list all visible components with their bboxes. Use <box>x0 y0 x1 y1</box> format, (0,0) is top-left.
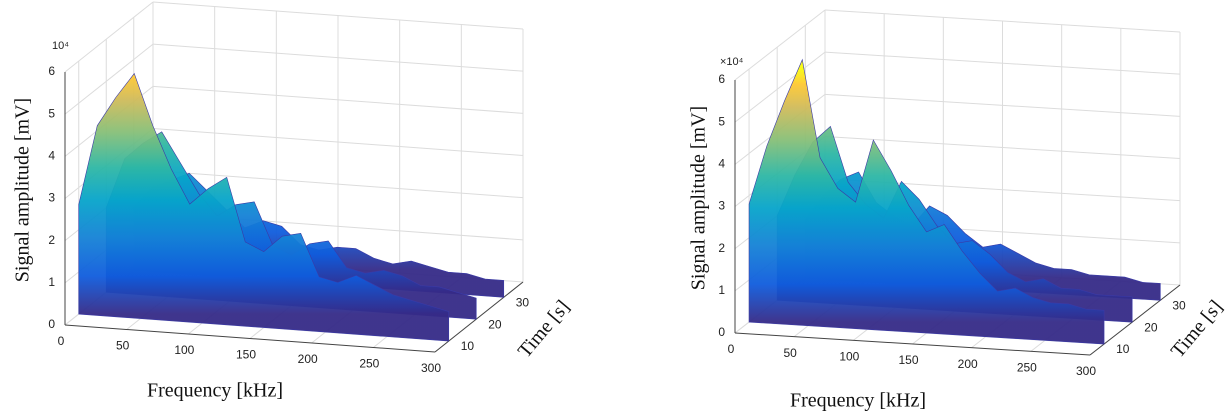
y-tick-label: 20 <box>488 317 502 331</box>
grid-line <box>824 136 1181 159</box>
y-tick-label: 10 <box>1116 342 1130 356</box>
z-tick-label: 0 <box>48 317 55 331</box>
x-tick-label: 50 <box>783 346 797 360</box>
axis-line <box>734 332 1091 356</box>
x-tick-label: 150 <box>898 353 918 367</box>
grid-line <box>152 128 524 156</box>
y-tick-label: 30 <box>1172 298 1186 312</box>
z-exponent: ×10⁴ <box>720 56 744 68</box>
z-tick-label: 1 <box>48 275 55 289</box>
z-axis-title: Signal amplitude [mV] <box>12 98 34 282</box>
surface-slice <box>78 72 450 342</box>
axis-line <box>64 324 436 353</box>
z-axis-title: Signal amplitude [mV] <box>688 106 710 290</box>
x-tick-label: 200 <box>958 357 978 371</box>
surface-slice <box>748 58 1105 345</box>
grid-line <box>824 51 1181 75</box>
z-tick-label: 2 <box>718 241 725 255</box>
z-tick-label: 6 <box>48 64 55 78</box>
x-tick-label: 300 <box>421 361 441 375</box>
axis-line <box>1089 284 1181 356</box>
x-tick-label: 250 <box>359 357 379 371</box>
z-tick-label: 4 <box>718 157 725 171</box>
chart-right: Frequency [kHz] Time [s] Signal amplitud… <box>688 9 1227 412</box>
z-tick-label: 6 <box>718 72 725 86</box>
grid-line <box>152 85 524 114</box>
x-axis-title: Frequency [kHz] <box>790 390 926 412</box>
z-tick-label: 3 <box>48 191 55 205</box>
y-tick-label: 30 <box>516 295 530 309</box>
x-axis-title: Frequency [kHz] <box>147 380 283 402</box>
x-tick-label: 0 <box>728 342 735 356</box>
grid-line <box>152 170 524 199</box>
grid-line <box>734 51 826 123</box>
chart-left: Frequency [kHz] Time [s] Signal amplitud… <box>12 1 574 402</box>
grid-line <box>64 43 154 115</box>
grid-line <box>824 93 1181 117</box>
z-tick-label: 2 <box>48 233 55 247</box>
grid-line <box>64 1 154 73</box>
y-tick-label: 20 <box>1144 320 1158 334</box>
z-exponent: 10⁴ <box>52 40 69 52</box>
x-tick-label: 100 <box>839 350 859 364</box>
x-tick-label: 100 <box>174 343 194 357</box>
x-tick-label: 250 <box>1017 361 1037 375</box>
z-tick-label: 1 <box>718 283 725 297</box>
z-tick-label: 0 <box>718 325 725 339</box>
grid-line <box>152 1 524 30</box>
z-tick-label: 5 <box>48 106 55 120</box>
grid-line <box>824 9 1181 33</box>
x-tick-label: 50 <box>116 339 130 353</box>
grid-line <box>734 9 826 81</box>
y-tick-label: 10 <box>461 339 475 353</box>
x-tick-label: 0 <box>58 334 65 348</box>
x-tick-label: 200 <box>298 352 318 366</box>
grid-line <box>152 43 524 72</box>
x-tick-label: 150 <box>236 348 256 362</box>
axis-line <box>434 281 524 353</box>
z-tick-label: 5 <box>718 114 725 128</box>
x-tick-label: 300 <box>1076 364 1096 378</box>
z-tick-label: 3 <box>718 199 725 213</box>
z-tick-label: 4 <box>48 149 55 163</box>
